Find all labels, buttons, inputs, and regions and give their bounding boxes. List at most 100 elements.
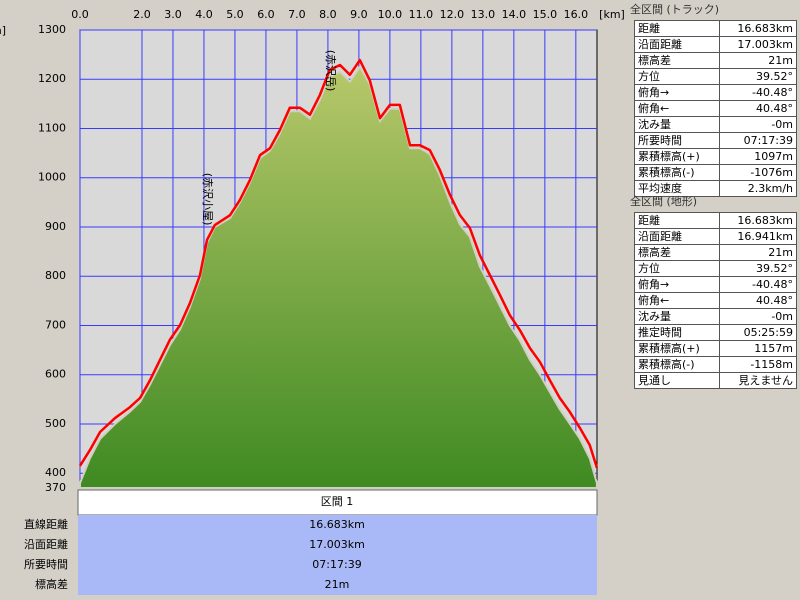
summary-row: 見通し 見えません: [634, 372, 798, 389]
row-label: 沿面距離: [24, 537, 68, 551]
y-tick-label: 800: [45, 269, 66, 282]
summary-value: 40.48°: [718, 100, 798, 117]
x-tick-label: 6.0: [257, 8, 275, 21]
summary-label: 推定時間: [634, 324, 720, 341]
summary-row: 平均速度 2.3km/h: [634, 180, 798, 197]
summary-value: 16.683km: [718, 20, 798, 37]
track-line: [78, 58, 599, 469]
summary-row: 所要時間 07:17:39: [634, 132, 798, 149]
summary-value: 05:25:59: [718, 324, 798, 341]
section-header-cell: [77, 489, 598, 516]
summary-label: 距離: [634, 212, 720, 229]
summary-value: -1076m: [718, 164, 798, 181]
x-tick-label: 16.0: [564, 8, 589, 21]
summary-row: 標高差 21m: [634, 52, 798, 69]
y-tick-label: 700: [45, 318, 66, 331]
summary-value: -40.48°: [718, 276, 798, 293]
summary-value: -40.48°: [718, 84, 798, 101]
y-tick-label: 1100: [38, 121, 66, 134]
summary-value: 21m: [718, 244, 798, 261]
summary-value: 39.52°: [718, 260, 798, 277]
summary-value: -1158m: [718, 356, 798, 373]
summary-label: 俯角→: [634, 276, 720, 293]
summary-value: 21m: [718, 52, 798, 69]
x-tick-label: 9.0: [350, 8, 368, 21]
summary-label: 見通し: [634, 372, 720, 389]
x-tick-label: 5.0: [226, 8, 244, 21]
summary-value: -0m: [718, 308, 798, 325]
y-tick-label: 900: [45, 220, 66, 233]
summary-row: 距離 16.683km: [634, 212, 798, 229]
y-tick-label: 1000: [38, 171, 66, 184]
summary-row: 累積標高(-) -1158m: [634, 356, 798, 373]
y-tick-label: 1300: [38, 23, 66, 36]
summary-value: 17.003km: [718, 36, 798, 53]
summary-value: 1097m: [718, 148, 798, 165]
summary-label: 標高差: [634, 52, 720, 69]
x-axis-label: [km]: [599, 8, 625, 21]
row-value: 16.683km: [309, 518, 365, 531]
x-tick-label: 0.0: [71, 8, 89, 21]
y-axis-label: m]: [0, 24, 6, 37]
x-tick-label: 8.0: [319, 8, 337, 21]
x-tick-label: 13.0: [471, 8, 496, 21]
summary-label: 累積標高(-): [634, 164, 720, 181]
summary-label: 累積標高(+): [634, 148, 720, 165]
x-tick-label: 12.0: [440, 8, 465, 21]
summary-row: 方位 39.52°: [634, 68, 798, 85]
summary-value: 39.52°: [718, 68, 798, 85]
summary-value: 1157m: [718, 340, 798, 357]
y-tick-label: 1200: [38, 72, 66, 85]
summary-row: 累積標高(+) 1097m: [634, 148, 798, 165]
summary-label: 沿面距離: [634, 36, 720, 53]
terrain-summary-table: 距離 16.683km 沿面距離 16.941km 標高差 21m 方位 39.52° 俯角→ -…: [634, 212, 798, 389]
y-tick-label: 600: [45, 368, 66, 381]
track-summary-table: 距離 16.683km 沿面距離 17.003km 標高差 21m 方位 39.52° 俯角→ -…: [634, 20, 798, 197]
x-tick-label: 2.0: [133, 8, 151, 21]
summary-row: 推定時間 05:25:59: [634, 324, 798, 341]
panel-title: 全区間 (地形): [630, 195, 698, 208]
row-value: 21m: [325, 578, 350, 591]
y-tick-label: 500: [45, 417, 66, 430]
summary-value: 40.48°: [718, 292, 798, 309]
summary-label: 所要時間: [634, 132, 720, 149]
x-tick-label: 3.0: [164, 8, 182, 21]
annotation: (赤沢小屋): [201, 173, 215, 226]
summary-row: 沿面距離 17.003km: [634, 36, 798, 53]
annotation: (赤沢岳): [324, 50, 338, 92]
summary-label: 俯角←: [634, 292, 720, 309]
x-tick-label: 4.0: [195, 8, 213, 21]
y-tick-label: 400: [45, 466, 66, 479]
summary-value: -0m: [718, 116, 798, 133]
summary-row: 累積標高(-) -1076m: [634, 164, 798, 181]
summary-label: 累積標高(-): [634, 356, 720, 373]
summary-label: 平均速度: [634, 180, 720, 197]
summary-label: 方位: [634, 68, 720, 85]
x-tick-label: 10.0: [378, 8, 403, 21]
summary-value: 16.941km: [718, 228, 798, 245]
summary-label: 距離: [634, 20, 720, 37]
summary-row: 標高差 21m: [634, 244, 798, 261]
summary-row: 俯角← 40.48°: [634, 292, 798, 309]
section-header: 区間 1: [321, 495, 354, 508]
summary-value: 見えません: [718, 372, 798, 389]
summary-row: 累積標高(+) 1157m: [634, 340, 798, 357]
summary-row: 沈み量 -0m: [634, 116, 798, 133]
summary-row: 俯角→ -40.48°: [634, 84, 798, 101]
summary-label: 沈み量: [634, 308, 720, 325]
summary-label: 方位: [634, 260, 720, 277]
summary-row: 沿面距離 16.941km: [634, 228, 798, 245]
row-label: 直線距離: [24, 517, 68, 531]
summary-row: 沈み量 -0m: [634, 308, 798, 325]
summary-label: 標高差: [634, 244, 720, 261]
row-label: 所要時間: [24, 558, 68, 571]
row-value: 17.003km: [309, 538, 365, 551]
summary-row: 俯角← 40.48°: [634, 100, 798, 117]
summary-label: 沿面距離: [634, 228, 720, 245]
summary-label: 俯角→: [634, 84, 720, 101]
x-tick-label: 7.0: [288, 8, 306, 21]
summary-value: 2.3km/h: [718, 180, 798, 197]
summary-row: 距離 16.683km: [634, 20, 798, 37]
row-label: 標高差: [35, 577, 68, 591]
